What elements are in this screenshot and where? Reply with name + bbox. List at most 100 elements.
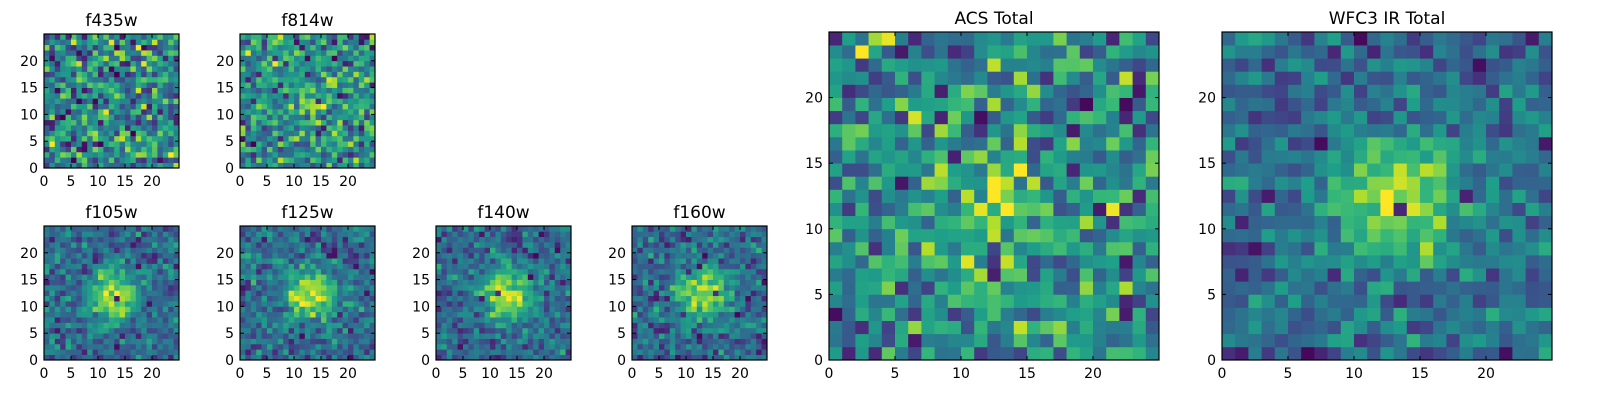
heatmap-cell <box>337 322 343 329</box>
panel-title: f125w <box>281 203 333 223</box>
heatmap-cell <box>294 55 300 62</box>
heatmap-cell <box>141 157 147 163</box>
heatmap-cell <box>310 60 316 67</box>
heatmap-cell <box>272 76 279 83</box>
heatmap-cell <box>734 268 741 275</box>
heatmap-cell <box>65 151 72 158</box>
heatmap-cell <box>868 307 883 321</box>
heatmap-cell <box>44 157 50 163</box>
heatmap-cell <box>92 76 99 83</box>
heatmap-cell <box>702 274 708 280</box>
heatmap-cell <box>168 301 174 307</box>
heatmap-cell <box>842 241 856 256</box>
heatmap-cell <box>146 71 153 78</box>
heatmap-cell <box>734 301 741 307</box>
heatmap-cell <box>267 290 273 297</box>
heatmap-cell <box>310 263 316 270</box>
heatmap-cell <box>44 343 50 350</box>
heatmap-cell <box>108 162 115 169</box>
heatmap-cell <box>369 242 376 248</box>
heatmap-cell <box>49 34 56 40</box>
heatmap-cell <box>348 119 354 126</box>
heatmap-cell <box>71 333 77 339</box>
x-tick-label: 15 <box>508 366 526 382</box>
heatmap-cell <box>842 255 856 269</box>
heatmap-cell <box>554 274 561 280</box>
heatmap-cell <box>152 103 158 110</box>
heatmap-cell <box>92 130 99 137</box>
heatmap-cell <box>463 306 469 313</box>
heatmap-cell <box>71 290 77 297</box>
heatmap-cell <box>527 242 534 248</box>
heatmap-cell <box>261 146 268 153</box>
heatmap-cell <box>283 290 289 297</box>
heatmap-cell <box>1222 294 1236 308</box>
heatmap-cell <box>87 252 93 259</box>
heatmap-cell <box>272 290 279 297</box>
heatmap-cell <box>173 146 180 153</box>
heatmap-cell <box>277 226 284 232</box>
heatmap-cell <box>87 349 93 355</box>
heatmap-cell <box>490 284 496 291</box>
heatmap-cell <box>1288 333 1302 348</box>
heatmap-cell <box>60 109 66 115</box>
heatmap-cell <box>277 306 284 313</box>
heatmap-cell <box>267 247 273 254</box>
heatmap-cell <box>1512 255 1526 269</box>
heatmap-cell <box>256 343 262 350</box>
heatmap-cell <box>331 301 338 307</box>
heatmap-cell <box>76 130 83 137</box>
heatmap-cell <box>446 311 453 318</box>
heatmap-cell <box>173 44 180 51</box>
heatmap-cell <box>740 258 746 264</box>
heatmap-cell <box>54 141 61 147</box>
heatmap-cell <box>130 98 137 105</box>
heatmap-cell <box>92 119 99 126</box>
heatmap-cell <box>527 226 534 232</box>
x-tick-label: 5 <box>67 174 76 190</box>
heatmap-cell <box>54 354 61 361</box>
heatmap-cell <box>680 311 687 318</box>
heatmap-cell <box>1525 320 1540 335</box>
heatmap-cell <box>130 231 137 238</box>
heatmap-cell <box>961 346 975 361</box>
heatmap-cell <box>54 44 61 51</box>
heatmap-cell <box>283 295 289 302</box>
heatmap-cell <box>544 284 550 291</box>
heatmap-cell <box>538 311 545 318</box>
heatmap-cell <box>310 242 316 248</box>
heatmap-cell <box>114 290 120 297</box>
heatmap-cell <box>277 327 284 334</box>
heatmap-cell <box>702 236 708 243</box>
heatmap-cell <box>473 295 480 302</box>
heatmap-cell <box>299 301 306 307</box>
heatmap-cell <box>98 44 104 51</box>
heatmap-cell <box>842 123 856 138</box>
heatmap-cell <box>881 71 896 85</box>
heatmap-cell <box>723 284 730 291</box>
heatmap-cell <box>245 55 252 62</box>
heatmap-cell <box>98 71 104 78</box>
heatmap-cell <box>1027 123 1041 138</box>
heatmap-cell <box>369 114 376 121</box>
heatmap-cell <box>632 226 638 232</box>
heatmap-cell <box>54 263 61 270</box>
heatmap-cell <box>908 307 922 321</box>
heatmap-cell <box>342 92 349 99</box>
heatmap-cell <box>364 146 370 153</box>
heatmap-cell <box>1053 150 1067 164</box>
heatmap-cell <box>554 322 561 329</box>
heatmap-cell <box>321 76 327 83</box>
heatmap-cell <box>364 98 370 105</box>
heatmap-cell <box>1145 346 1160 361</box>
heatmap-cell <box>54 236 61 243</box>
heatmap-cell <box>761 263 768 270</box>
heatmap-cell <box>288 333 295 339</box>
heatmap-cell <box>1525 163 1540 177</box>
heatmap-cell <box>272 322 279 329</box>
heatmap-cell <box>277 322 284 329</box>
heatmap-cell <box>146 338 153 345</box>
heatmap-cell <box>987 281 1001 295</box>
heatmap-cell <box>441 252 448 259</box>
heatmap-cell <box>283 76 289 83</box>
